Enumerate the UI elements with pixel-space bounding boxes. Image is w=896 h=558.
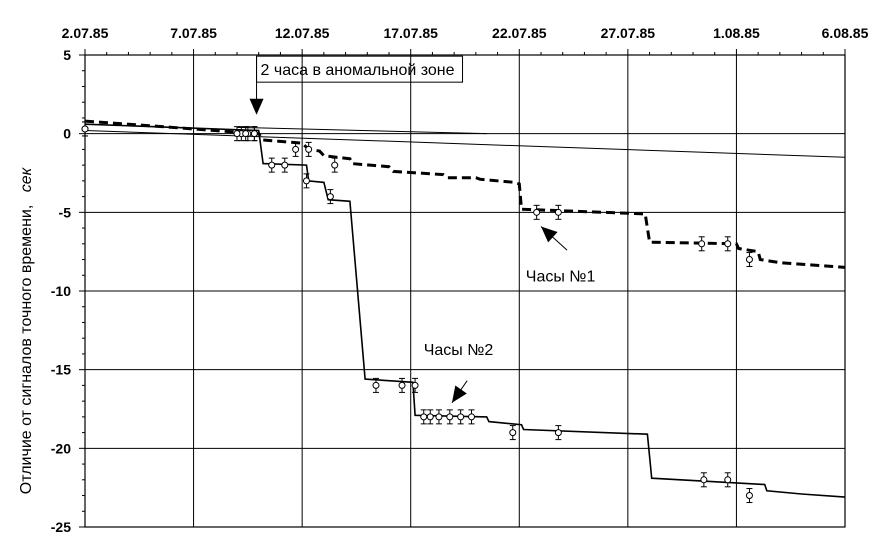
series-line (84, 119, 846, 269)
data-point (426, 413, 434, 421)
data-point (233, 130, 241, 138)
annotation-text: 2 часа в аномальной зоне (261, 62, 455, 79)
data-point (420, 413, 428, 421)
data-point (242, 130, 250, 138)
series-group (81, 119, 846, 504)
data-point (326, 193, 334, 201)
x-tick-label: 1.08.85 (713, 25, 760, 41)
arrow-head (451, 385, 467, 403)
data-point (268, 161, 276, 169)
annotations: 2 часа в аномальной зоне Часы №1 Часы №2 (249, 55, 596, 403)
data-point (435, 413, 443, 421)
y-tick-label: -25 (51, 519, 71, 535)
data-point (292, 145, 300, 153)
y-tick-label: -15 (51, 362, 71, 378)
data-point (302, 177, 310, 185)
data-point (81, 125, 89, 133)
x-tick-labels: 2.07.85 7.07.85 12.07.85 17.07.85 22.07.85 27… (62, 25, 869, 41)
y-tick-label: -10 (51, 283, 71, 299)
data-point (554, 429, 562, 437)
y-tick-label: 5 (63, 47, 71, 63)
y-tick-labels: 5 0 -5 -10 -15 -20 -25 (51, 47, 71, 535)
data-point (457, 413, 465, 421)
data-point (250, 130, 258, 138)
data-point (331, 161, 339, 169)
x-tick-label: 6.08.85 (822, 25, 869, 41)
x-tick-label: 22.07.85 (492, 25, 547, 41)
data-point (533, 208, 541, 216)
data-point (446, 413, 454, 421)
y-axis-label: Отличие от сигналов точного времени, сек (18, 166, 35, 494)
data-point (700, 476, 708, 484)
x-tick-label: 27.07.85 (601, 25, 656, 41)
data-point (411, 381, 419, 389)
y-axis-label-text: Отличие от сигналов точного времени, (18, 205, 35, 495)
data-point (509, 429, 517, 437)
annotation-3: Часы №2 (424, 342, 494, 403)
y-tick-label: -20 (51, 440, 71, 456)
data-point (554, 208, 562, 216)
y-tick-label: -5 (59, 204, 72, 220)
x-tick-label: 2.07.85 (62, 25, 109, 41)
data-point (468, 413, 476, 421)
data-point (305, 145, 313, 153)
data-point (372, 381, 380, 389)
grid (85, 55, 845, 527)
y-axis-label-unit: сек (18, 166, 35, 192)
arrow-head (249, 98, 264, 115)
arrow-head (541, 226, 558, 243)
x-tick-label: 17.07.85 (383, 25, 438, 41)
data-point (724, 240, 732, 248)
data-point (698, 240, 706, 248)
annotation-2: Часы №1 (526, 226, 596, 285)
reference-line (236, 126, 487, 135)
data-point (745, 492, 753, 500)
x-tick-label: 7.07.85 (170, 25, 217, 41)
reference-lines (84, 126, 846, 292)
data-point (724, 476, 732, 484)
annotation-text: Часы №1 (526, 268, 596, 285)
annotation-text: Часы №2 (424, 342, 494, 359)
y-tick-label: 0 (63, 126, 71, 142)
x-tick-label: 12.07.85 (275, 25, 330, 41)
data-point (281, 161, 289, 169)
data-point (745, 256, 753, 264)
series-2 (81, 121, 846, 504)
data-point (398, 381, 406, 389)
annotation-1: 2 часа в аномальной зоне (249, 55, 464, 115)
reference-line (84, 130, 846, 158)
